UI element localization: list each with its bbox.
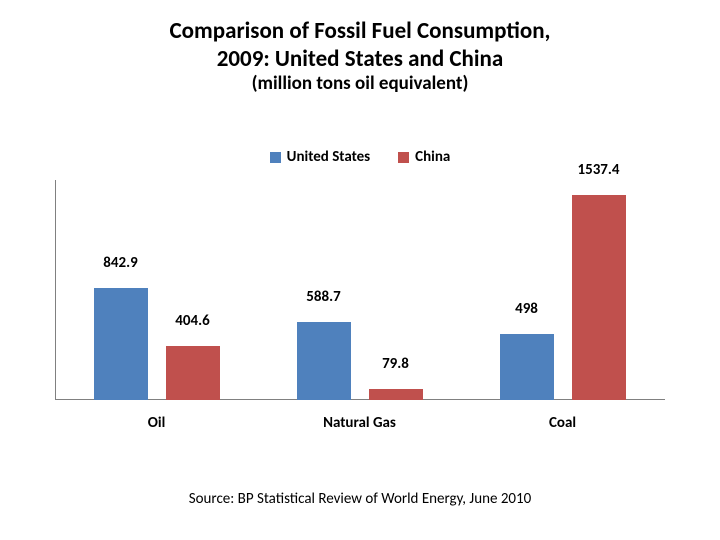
bar-label-natural-gas-1: 79.8: [369, 355, 423, 373]
title-line-2: 2009: United States and China: [0, 46, 720, 74]
bar-label-natural-gas-0: 588.7: [297, 288, 351, 306]
legend-item-0: United States: [270, 148, 371, 166]
bar-natural-gas-1: 79.8: [369, 389, 423, 400]
legend-item-1: China: [398, 148, 450, 166]
bar-label-oil-1: 404.6: [166, 312, 220, 330]
source-text: Source: BP Statistical Review of World E…: [0, 490, 720, 508]
legend-swatch-0: [270, 152, 281, 163]
legend-label-1: China: [415, 148, 450, 166]
legend-label-0: United States: [287, 148, 371, 166]
bar-coal-1: 1537.4: [572, 195, 626, 400]
bar-oil-0: 842.9: [94, 288, 148, 400]
category-label-2: Coal: [461, 414, 664, 432]
bar-label-oil-0: 842.9: [94, 254, 148, 272]
bar-label-coal-0: 498: [500, 300, 554, 318]
title-line-1: Comparison of Fossil Fuel Consumption,: [0, 18, 720, 46]
category-label-1: Natural Gas: [258, 414, 461, 432]
legend-swatch-1: [398, 152, 409, 163]
bar-oil-1: 404.6: [166, 346, 220, 400]
bar-label-coal-1: 1537.4: [572, 161, 626, 179]
y-axis: [55, 180, 56, 400]
bar-coal-0: 498: [500, 334, 554, 400]
category-label-0: Oil: [55, 414, 258, 432]
plot-area: 842.9 404.6 588.7 79.8 498 1537.4: [55, 180, 665, 400]
bar-natural-gas-0: 588.7: [297, 322, 351, 400]
subtitle: (million tons oil equivalent): [0, 73, 720, 96]
chart-page: Comparison of Fossil Fuel Consumption, 2…: [0, 0, 720, 540]
title-block: Comparison of Fossil Fuel Consumption, 2…: [0, 0, 720, 96]
